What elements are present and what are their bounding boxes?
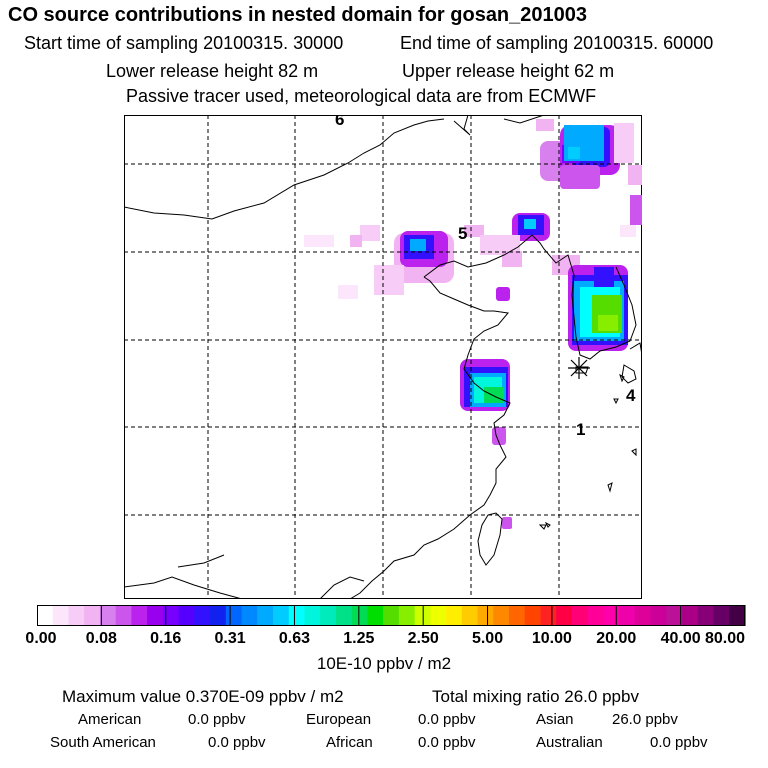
- marker-4: 4: [626, 386, 636, 405]
- upper-release-label: Upper release height 62 m: [402, 61, 615, 81]
- colorbar-cell: [115, 605, 132, 626]
- european-value: 0.0 ppbv: [418, 711, 476, 728]
- colorbar-tick-label: 0.08: [85, 630, 117, 647]
- colorbar-cell: [241, 605, 258, 626]
- receptor-star-icon: [568, 357, 590, 379]
- african-value: 0.0 ppbv: [418, 734, 476, 751]
- colorbar-cell: [682, 605, 699, 626]
- colorbar-cell: [257, 605, 274, 626]
- african-label: African: [326, 734, 373, 751]
- colorbar-cell: [84, 605, 101, 626]
- colorbar-cell: [335, 605, 353, 626]
- page-title: CO source contributions in nested domain…: [8, 4, 588, 26]
- max-value-text: Maximum value 0.370E-09 ppbv / m2: [62, 687, 344, 706]
- graticule: [124, 115, 642, 599]
- colorbar-cell: [68, 605, 85, 626]
- lower-release-label: Lower release height 82 m: [106, 61, 319, 81]
- colorbar-tick-label: 2.50: [407, 630, 439, 647]
- colorbar-cell: [37, 605, 54, 626]
- colorbar-tick-label: 0.31: [214, 630, 246, 647]
- colorbar-cell: [225, 605, 243, 626]
- colorbar-cell: [131, 605, 148, 626]
- american-label: American: [78, 711, 142, 728]
- australian-label: Australian: [536, 734, 603, 751]
- colorbar-cell: [351, 605, 368, 626]
- colorbar-cell: [99, 605, 117, 626]
- colorbar-cell: [367, 605, 384, 626]
- south-american-label: South American: [50, 734, 156, 751]
- asian-value: 26.0 ppbv: [612, 711, 678, 728]
- colorbar-cell: [540, 605, 557, 626]
- colorbar-cell: [320, 605, 337, 626]
- concentration-field: [304, 119, 642, 529]
- colorbar-cell: [273, 605, 290, 626]
- colorbar-cell: [650, 605, 667, 626]
- start-time-label: Start time of sampling 20100315. 30000: [24, 33, 344, 53]
- colorbar-cell: [52, 605, 70, 626]
- colorbar-cell: [509, 605, 526, 626]
- colorbar-tick-label: 0.16: [150, 630, 182, 647]
- colorbar-cell: [430, 605, 447, 626]
- asian-label: Asian: [536, 711, 574, 728]
- colorbar-cell: [587, 605, 604, 626]
- colorbar-cell: [603, 605, 620, 626]
- european-label: European: [306, 711, 372, 728]
- colorbar-cell: [398, 605, 416, 626]
- colorbar-tick-label: 0.00: [25, 630, 57, 647]
- colorbar-cell: [194, 605, 211, 626]
- source-contribution-map: 6 5 4 1: [124, 115, 642, 599]
- map-frame: [124, 115, 642, 599]
- colorbar-units: 10E-10 ppbv / m2: [316, 654, 452, 673]
- colorbar-cell: [666, 605, 683, 626]
- colorbar-cell: [619, 605, 636, 626]
- colorbar-cell: [446, 605, 463, 626]
- colorbar-cell: [713, 605, 730, 626]
- colorbar-tick-label: 40.00: [660, 630, 701, 647]
- tracer-note: Passive tracer used, meteorological data…: [126, 86, 597, 106]
- south-american-value: 0.0 ppbv: [208, 734, 266, 751]
- colorbar-frame: [37, 605, 745, 626]
- colorbar-cell: [162, 605, 180, 626]
- colorbar-cell: [697, 605, 715, 626]
- colorbar-tick-label: 80.00: [704, 630, 746, 647]
- colorbar-tick-label: 0.63: [278, 630, 311, 647]
- colorbar-cell: [147, 605, 164, 626]
- american-value: 0.0 ppbv: [188, 711, 246, 728]
- total-mixing-text: Total mixing ratio 26.0 ppbv: [432, 687, 639, 706]
- colorbar-cell: [729, 605, 746, 626]
- marker-6: 6: [335, 115, 344, 129]
- colorbar-tick-label: 1.25: [343, 630, 375, 647]
- colorbar-cell: [634, 605, 652, 626]
- colorbar: [37, 605, 746, 626]
- colorbar-cell: [477, 605, 494, 626]
- colorbar-cell: [571, 605, 589, 626]
- colorbar-cell: [210, 605, 227, 626]
- colorbar-cell: [288, 605, 306, 626]
- colorbar-cell: [383, 605, 400, 626]
- colorbar-cell: [461, 605, 479, 626]
- end-time-label: End time of sampling 20100315. 60000: [400, 33, 714, 53]
- marker-1: 1: [576, 420, 585, 439]
- colorbar-cell: [304, 605, 321, 626]
- colorbar-tick-label: 5.00: [471, 630, 504, 647]
- colorbar-cell: [493, 605, 510, 626]
- marker-5: 5: [458, 224, 467, 243]
- australian-value: 0.0 ppbv: [650, 734, 708, 751]
- colorbar-cell: [524, 605, 542, 626]
- colorbar-tick-label: 10.00: [531, 630, 572, 647]
- colorbar-cell: [556, 605, 573, 626]
- colorbar-tick-label: 20.00: [596, 630, 637, 647]
- colorbar-cell: [178, 605, 195, 626]
